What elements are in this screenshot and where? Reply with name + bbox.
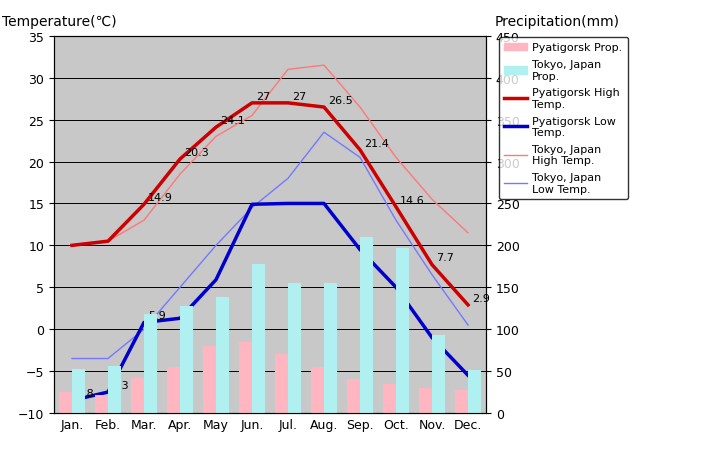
Bar [108,366,121,413]
Bar [396,248,408,413]
Bar [288,284,300,413]
Bar [383,384,396,413]
Text: 5.9: 5.9 [148,311,166,320]
Bar [252,264,265,413]
Bar [360,237,372,413]
Bar [60,392,72,413]
Text: 0.8: 0.8 [76,388,94,398]
Text: Temperature(℃): Temperature(℃) [2,15,117,29]
Bar [95,395,108,413]
Bar [324,284,336,413]
Text: 20.3: 20.3 [184,147,209,157]
Bar [180,306,192,413]
Bar [203,346,216,413]
Text: 2.9: 2.9 [472,293,490,303]
Bar [275,354,288,413]
Bar [311,367,324,413]
Bar [432,336,444,413]
Bar [468,370,480,413]
Bar [144,314,156,413]
Text: 21.4: 21.4 [364,138,389,148]
Bar [239,342,252,413]
Bar [347,380,360,413]
Legend: Pyatigorsk Prop., Tokyo, Japan
Prop., Pyatigorsk High
Temp., Pyatigorsk Low
Temp: Pyatigorsk Prop., Tokyo, Japan Prop., Py… [499,38,628,200]
Text: Precipitation(mm): Precipitation(mm) [495,15,620,29]
Text: 27: 27 [256,91,271,101]
Bar [216,298,228,413]
Bar [131,378,144,413]
Bar [167,367,180,413]
Text: 26.5: 26.5 [328,95,353,106]
Text: 27: 27 [292,91,307,101]
Text: 1.3: 1.3 [112,380,130,390]
Text: 14.9: 14.9 [148,193,173,203]
Bar [419,388,432,413]
Bar [455,390,468,413]
Text: 24.1: 24.1 [220,116,245,126]
Bar [72,369,85,413]
Text: 14.6: 14.6 [400,195,425,205]
Text: 7.7: 7.7 [436,253,454,263]
